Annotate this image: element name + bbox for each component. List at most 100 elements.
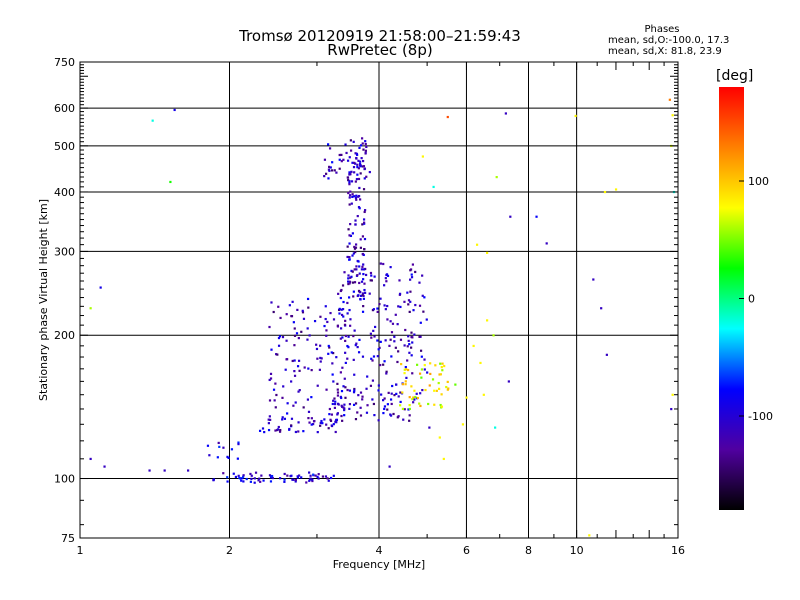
data-point	[336, 391, 340, 394]
data-point	[421, 155, 424, 158]
data-point	[475, 243, 479, 246]
data-point	[353, 268, 356, 271]
data-point	[383, 397, 386, 400]
data-point	[359, 406, 362, 409]
data-point	[357, 351, 361, 354]
data-point	[332, 399, 335, 402]
data-point	[486, 319, 489, 322]
data-point	[446, 115, 449, 119]
data-point	[408, 343, 411, 346]
data-point	[366, 375, 369, 378]
data-point	[384, 339, 387, 342]
data-point	[409, 290, 412, 293]
data-point	[404, 380, 407, 383]
data-point	[363, 248, 366, 251]
data-point	[408, 404, 411, 407]
y-tick-label: 600	[54, 102, 75, 115]
data-point	[447, 387, 450, 390]
data-point	[290, 417, 294, 420]
data-point	[343, 271, 346, 274]
data-point	[262, 479, 265, 482]
data-point	[328, 165, 331, 168]
data-point	[334, 430, 337, 434]
data-point	[216, 456, 219, 459]
data-point	[403, 372, 406, 375]
data-point	[439, 362, 442, 365]
data-point	[269, 418, 272, 421]
data-point	[311, 478, 314, 481]
data-point	[332, 380, 335, 383]
data-point	[422, 310, 425, 313]
data-point	[297, 359, 301, 362]
data-point	[297, 390, 300, 393]
data-point	[376, 310, 379, 313]
data-point	[343, 407, 346, 410]
data-point	[274, 429, 277, 432]
data-point	[363, 237, 367, 241]
data-point	[574, 114, 577, 118]
data-point	[359, 144, 363, 147]
data-point	[383, 405, 387, 408]
data-point	[348, 258, 351, 261]
data-point	[440, 366, 443, 369]
data-point	[332, 474, 335, 477]
data-point	[357, 167, 360, 170]
data-point	[312, 422, 315, 426]
data-point	[406, 345, 409, 348]
data-point	[277, 305, 280, 308]
data-point	[292, 478, 295, 481]
data-point	[361, 294, 364, 297]
data-point	[397, 305, 400, 308]
data-point	[344, 351, 347, 354]
data-point	[412, 401, 415, 404]
data-point	[286, 358, 289, 361]
y-tick-label: 400	[54, 186, 75, 199]
data-point	[346, 159, 350, 162]
data-point	[218, 445, 221, 448]
data-point	[347, 335, 350, 338]
data-point	[361, 395, 364, 398]
data-point	[394, 313, 397, 316]
x-axis-label: Frequency [MHz]	[333, 558, 425, 571]
data-point	[151, 119, 154, 122]
data-point	[356, 274, 359, 277]
data-point	[103, 465, 106, 468]
data-point	[279, 477, 282, 480]
data-point	[399, 400, 402, 404]
data-point	[315, 343, 318, 346]
data-point	[384, 277, 387, 280]
data-point	[352, 166, 356, 169]
data-point	[441, 369, 444, 372]
data-point	[329, 311, 332, 315]
data-point	[362, 148, 365, 151]
data-point	[319, 315, 322, 318]
data-point	[407, 303, 410, 306]
data-point	[293, 369, 296, 373]
data-point	[353, 195, 356, 198]
data-point	[383, 360, 386, 363]
data-point	[317, 477, 320, 480]
data-point	[354, 402, 358, 405]
data-point	[347, 277, 350, 280]
data-point	[328, 407, 331, 411]
data-point	[341, 419, 344, 422]
data-point	[403, 408, 406, 411]
data-point	[258, 429, 262, 432]
data-point	[268, 325, 271, 329]
data-point	[404, 328, 407, 332]
data-point	[250, 477, 253, 481]
data-point	[356, 166, 359, 169]
data-point	[359, 294, 363, 297]
data-point	[269, 377, 273, 380]
data-point	[300, 330, 303, 333]
data-point	[293, 327, 296, 330]
data-point	[271, 476, 274, 480]
data-point	[308, 478, 312, 481]
data-point	[313, 419, 316, 423]
data-point	[313, 319, 317, 323]
data-point	[361, 253, 365, 256]
data-point	[358, 186, 361, 190]
data-point	[325, 334, 328, 337]
data-point	[310, 396, 313, 399]
data-point	[336, 412, 339, 415]
